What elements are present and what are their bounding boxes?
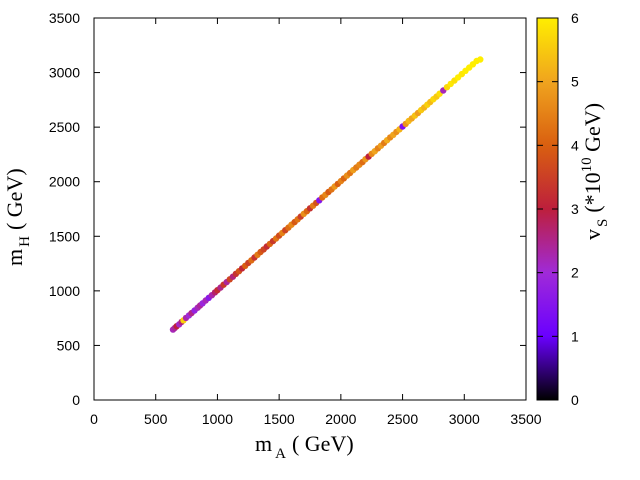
y-tick-label: 2000 — [49, 174, 80, 190]
y-tick-label: 500 — [57, 337, 81, 353]
y-tick-label: 2500 — [49, 119, 80, 135]
y-axis-label: mH( GeV) — [2, 168, 33, 266]
data-point — [477, 56, 484, 63]
y-tick-label: 3500 — [49, 10, 80, 26]
x-tick-label: 3500 — [510, 411, 541, 427]
x-axis-ticks: 0 500 1000 1500 2000 2500 3000 3500 — [90, 18, 542, 427]
y-tick-label: 1000 — [49, 283, 80, 299]
x-tick-label: 2000 — [325, 411, 356, 427]
y-tick-label: 0 — [72, 392, 80, 408]
colorbar-ticks: 0 1 2 3 4 5 6 — [537, 10, 579, 408]
x-tick-label: 1500 — [264, 411, 295, 427]
x-tick-label: 2500 — [387, 411, 418, 427]
colorbar-tick-label: 6 — [571, 10, 579, 26]
x-tick-label: 500 — [144, 411, 168, 427]
x-axis-label: m A( GeV) — [255, 431, 354, 462]
data-points — [169, 56, 484, 333]
colorbar-tick-label: 4 — [571, 137, 579, 153]
y-tick-label: 1500 — [49, 228, 80, 244]
y-tick-label: 3000 — [49, 65, 80, 81]
colorbar-label: vS(*1010 GeV) — [579, 103, 611, 240]
y-axis-ticks: 0 500 1000 1500 2000 2500 3000 3500 — [49, 10, 526, 408]
colorbar-tick-label: 1 — [571, 328, 579, 344]
x-tick-label: 0 — [90, 411, 98, 427]
x-tick-label: 3000 — [449, 411, 480, 427]
colorbar-tick-label: 5 — [571, 74, 579, 90]
plot-frame — [93, 17, 527, 401]
colorbar-tick-label: 0 — [571, 392, 579, 408]
x-tick-label: 1000 — [202, 411, 233, 427]
colorbar-tick-label: 2 — [571, 265, 579, 281]
colorbar-tick-label: 3 — [571, 201, 579, 217]
